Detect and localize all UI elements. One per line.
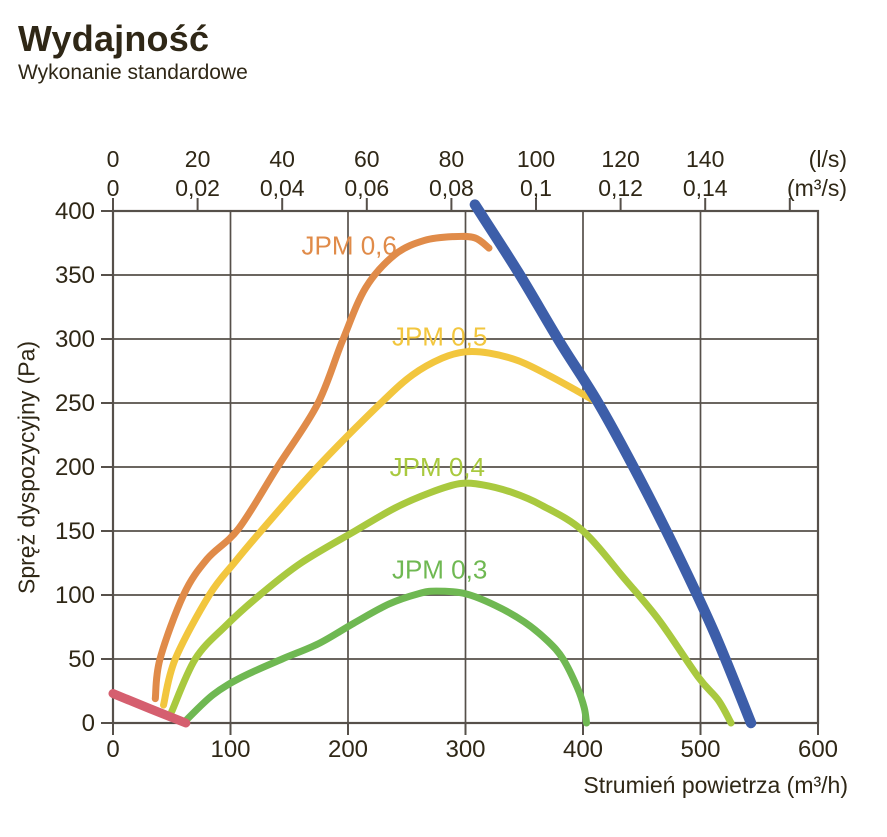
top-tick-m3s-label-100: 0,1 [520,175,552,201]
top-tick-ls-label-40: 40 [269,146,295,172]
series-label-jpm-0-5: JPM 0,5 [392,321,487,351]
x-tick-label-400: 400 [563,736,603,763]
y-tick-label-250: 250 [55,390,95,417]
series-path-max-limit-line [469,199,757,729]
top-tick-ls-label-60: 60 [354,146,380,172]
y-tick-label-400: 400 [55,198,95,225]
series-path-jpm-0-6 [151,232,493,703]
x-axis-title: Strumień powietrza (m³/h) [583,772,848,798]
top-tick-ls-label-100: 100 [517,146,555,172]
series-label-jpm-0-6: JPM 0,6 [301,231,396,261]
y-tick-label-100: 100 [55,582,95,609]
x-tick-label-200: 200 [328,736,368,763]
y-tick-label-0: 0 [82,710,95,737]
top-axis-unit-m3s: (m³/s) [787,175,847,201]
x-tick-label-600: 600 [798,736,838,763]
y-tick-label-50: 50 [68,646,95,673]
series-label-jpm-0-4: JPM 0,4 [390,452,485,482]
top-tick-m3s-label-40: 0,04 [260,175,305,201]
page-title: Wydajność [18,18,210,59]
series-path-jpm-0-3 [181,587,591,727]
top-axis-unit-ls: (l/s) [809,146,847,172]
top-tick-ls-label-140: 140 [686,146,724,172]
top-tick-ls-label-80: 80 [439,146,465,172]
top-tick-m3s-label-0: 0 [107,175,120,201]
x-tick-label-0: 0 [106,736,119,763]
page-subtitle: Wykonanie standardowe [18,61,248,84]
y-tick-label-200: 200 [55,454,95,481]
x-tick-label-100: 100 [210,736,250,763]
series-label-jpm-0-3: JPM 0,3 [392,554,487,584]
series-path-jpm-0-5 [160,347,602,709]
top-tick-m3s-label-20: 0,02 [175,175,220,201]
top-tick-ls-label-120: 120 [601,146,639,172]
top-tick-m3s-label-140: 0,14 [683,175,728,201]
y-tick-label-300: 300 [55,326,95,353]
x-tick-label-300: 300 [445,736,485,763]
top-tick-m3s-label-120: 0,12 [598,175,643,201]
series-path-min-limit-line [108,689,191,728]
top-tick-ls-label-20: 20 [185,146,211,172]
top-tick-m3s-label-60: 0,06 [344,175,389,201]
top-tick-ls-label-0: 0 [107,146,120,172]
series-path-jpm-0-4 [168,479,735,727]
y-tick-label-350: 350 [55,262,95,289]
y-tick-label-150: 150 [55,518,95,545]
top-tick-m3s-label-80: 0,08 [429,175,474,201]
x-tick-label-500: 500 [680,736,720,763]
